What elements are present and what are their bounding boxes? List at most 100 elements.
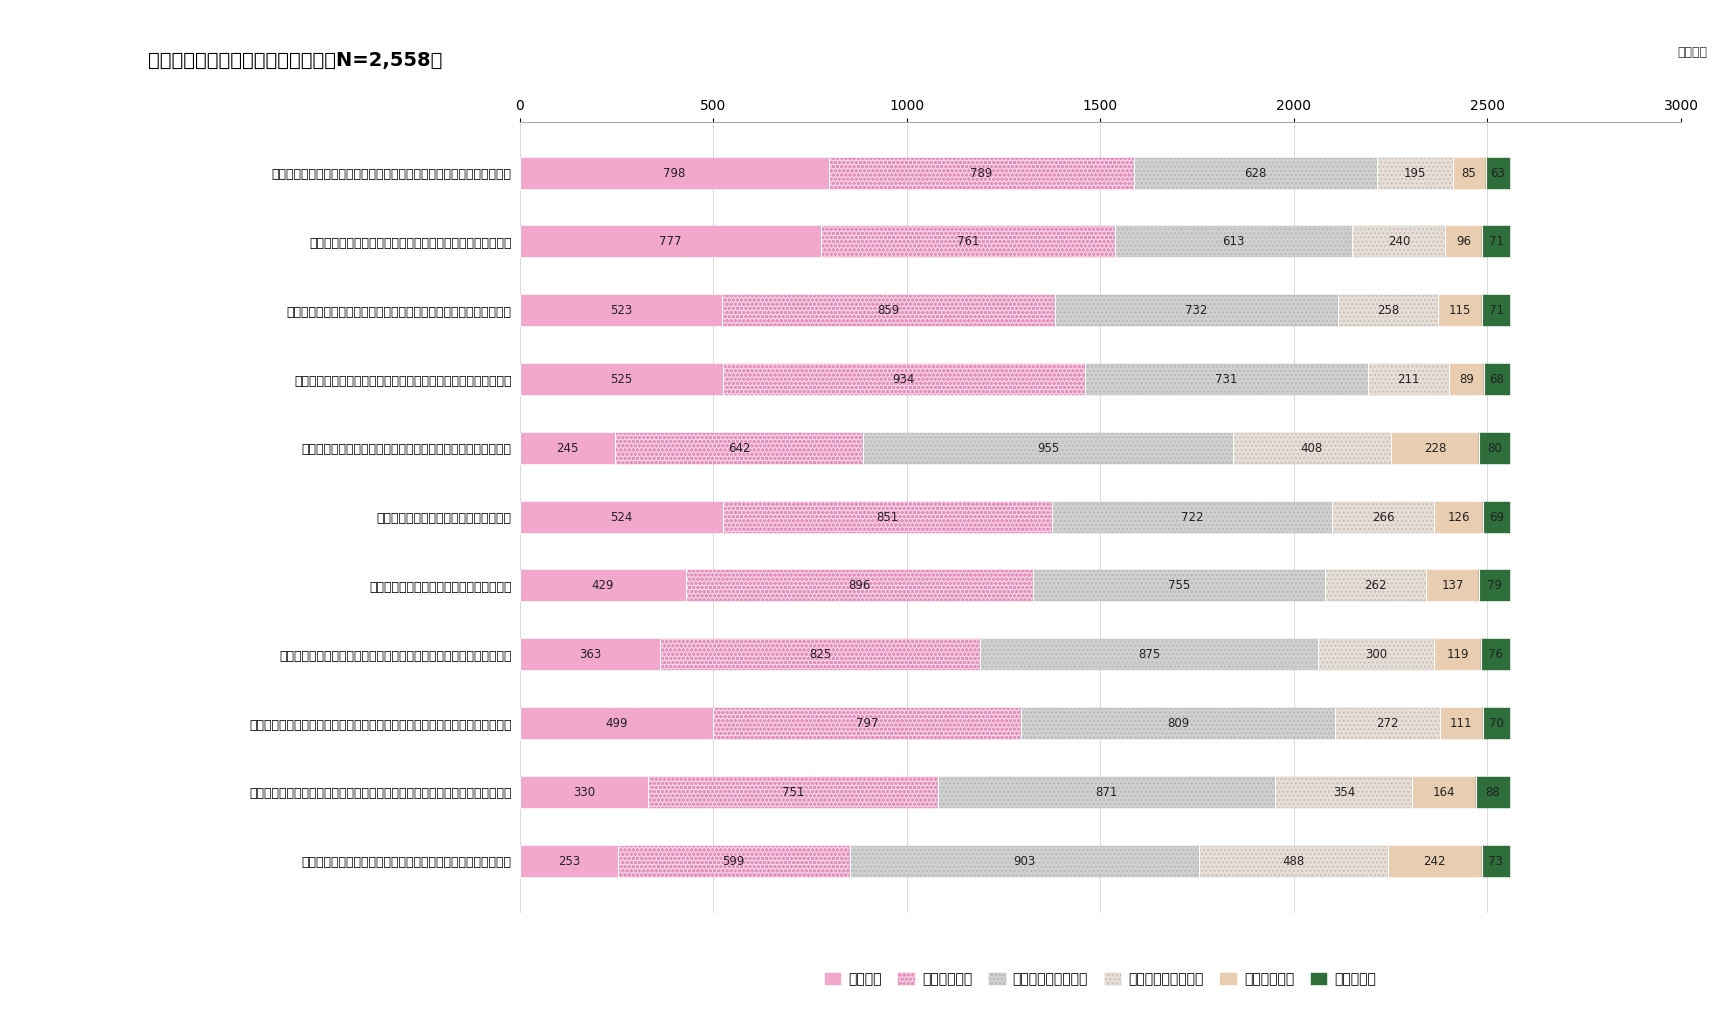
Bar: [722, 502, 1051, 532]
Text: 330: 330: [572, 786, 594, 799]
Bar: [1483, 364, 1509, 395]
Text: 859: 859: [876, 304, 899, 317]
Text: 266: 266: [1372, 511, 1394, 523]
Bar: [979, 639, 1318, 670]
Bar: [1275, 777, 1412, 808]
Bar: [1481, 846, 1509, 877]
Bar: [1325, 571, 1425, 601]
Bar: [1377, 157, 1451, 189]
Text: 525: 525: [610, 373, 632, 386]
Legend: そう思う, ややそう思う, どちらともいえない, あまりそう思わない, そう思わない, 該当しない: そう思う, ややそう思う, どちらともいえない, あまりそう思わない, そう思わ…: [819, 967, 1380, 992]
Text: 240: 240: [1387, 235, 1410, 248]
Text: 499: 499: [604, 717, 627, 730]
Text: 524: 524: [610, 511, 632, 523]
Text: 777: 777: [658, 235, 681, 248]
Bar: [648, 777, 937, 808]
Bar: [1114, 226, 1351, 258]
Text: 69: 69: [1488, 511, 1503, 523]
Text: 262: 262: [1363, 579, 1386, 592]
Text: 797: 797: [856, 717, 878, 730]
Text: 903: 903: [1013, 855, 1036, 868]
Bar: [1055, 295, 1337, 327]
Text: 613: 613: [1221, 235, 1244, 248]
Text: 488: 488: [1282, 855, 1304, 868]
Bar: [1481, 226, 1509, 258]
Text: 228: 228: [1424, 442, 1444, 455]
Bar: [937, 777, 1275, 808]
Bar: [1476, 777, 1509, 808]
Bar: [520, 157, 828, 189]
Text: 242: 242: [1422, 855, 1444, 868]
Text: 523: 523: [610, 304, 632, 317]
Bar: [660, 639, 979, 670]
Bar: [1481, 295, 1509, 327]
Text: 図表５．少子化進行要因への意識（N=2,558）: 図表５．少子化進行要因への意識（N=2,558）: [149, 51, 442, 70]
Text: 79: 79: [1486, 579, 1502, 592]
Bar: [1483, 708, 1509, 739]
Bar: [1051, 502, 1330, 532]
Bar: [1412, 777, 1476, 808]
Bar: [615, 433, 863, 463]
Text: 単位：人: 単位：人: [1677, 46, 1706, 59]
Bar: [821, 226, 1114, 258]
Text: 300: 300: [1365, 648, 1387, 661]
Text: 934: 934: [892, 373, 914, 386]
Text: 85: 85: [1460, 166, 1476, 179]
Bar: [1448, 364, 1483, 395]
Text: 164: 164: [1432, 786, 1455, 799]
Text: 73: 73: [1488, 855, 1502, 868]
Text: 789: 789: [970, 166, 992, 179]
Text: 96: 96: [1455, 235, 1470, 248]
Text: 253: 253: [558, 855, 580, 868]
Bar: [520, 777, 648, 808]
Text: 809: 809: [1166, 717, 1188, 730]
Bar: [1133, 157, 1377, 189]
Text: 88: 88: [1484, 786, 1500, 799]
Text: 761: 761: [956, 235, 979, 248]
Bar: [1367, 364, 1448, 395]
Bar: [520, 708, 712, 739]
Bar: [1439, 708, 1483, 739]
Bar: [1434, 502, 1483, 532]
Bar: [1479, 571, 1509, 601]
Bar: [520, 226, 821, 258]
Bar: [520, 502, 722, 532]
Bar: [1389, 433, 1477, 463]
Text: 354: 354: [1332, 786, 1354, 799]
Bar: [1387, 846, 1481, 877]
Bar: [1351, 226, 1444, 258]
Text: 363: 363: [578, 648, 601, 661]
Bar: [520, 846, 618, 877]
Text: 111: 111: [1450, 717, 1472, 730]
Text: 875: 875: [1138, 648, 1159, 661]
Text: 211: 211: [1396, 373, 1419, 386]
Text: 722: 722: [1179, 511, 1202, 523]
Text: 871: 871: [1095, 786, 1117, 799]
Text: 258: 258: [1377, 304, 1398, 317]
Bar: [712, 708, 1020, 739]
Text: 70: 70: [1488, 717, 1503, 730]
Text: 642: 642: [727, 442, 750, 455]
Bar: [1477, 433, 1509, 463]
Text: 599: 599: [722, 855, 745, 868]
Bar: [1434, 639, 1479, 670]
Text: 245: 245: [556, 442, 578, 455]
Text: 429: 429: [591, 579, 613, 592]
Bar: [1444, 226, 1481, 258]
Text: 955: 955: [1036, 442, 1058, 455]
Bar: [1334, 708, 1439, 739]
Bar: [1484, 157, 1509, 189]
Text: 272: 272: [1375, 717, 1398, 730]
Bar: [1231, 433, 1389, 463]
Bar: [520, 364, 722, 395]
Bar: [828, 157, 1133, 189]
Bar: [1084, 364, 1367, 395]
Bar: [520, 433, 615, 463]
Text: 798: 798: [663, 166, 686, 179]
Text: 137: 137: [1441, 579, 1464, 592]
Bar: [1451, 157, 1484, 189]
Bar: [1438, 295, 1481, 327]
Text: 851: 851: [876, 511, 897, 523]
Text: 71: 71: [1488, 304, 1503, 317]
Text: 408: 408: [1301, 442, 1322, 455]
